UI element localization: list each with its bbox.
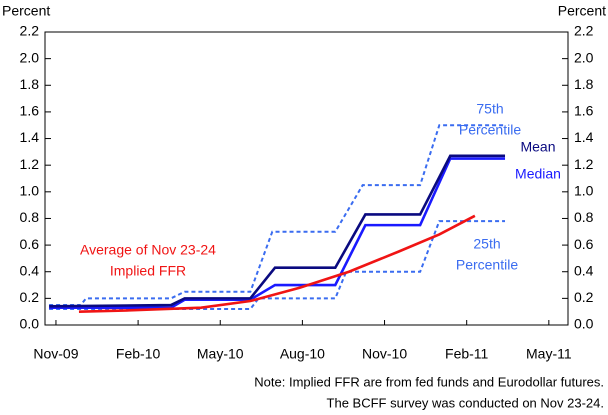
- x-tick-label: May-11: [526, 346, 572, 362]
- y-tick-label: 0.4: [574, 262, 594, 278]
- series-line: [78, 214, 476, 313]
- y-tick-label: 0.2: [574, 289, 594, 305]
- y-tick-label: 0.2: [20, 289, 40, 305]
- y-tick-label: 1.6: [574, 103, 594, 119]
- y-tick-label: 0.0: [574, 316, 594, 332]
- y-tick-label: 0.6: [20, 236, 40, 252]
- y-tick-label: 1.0: [20, 183, 40, 199]
- y-tick-label: 1.2: [20, 156, 40, 172]
- series-label: Percentile: [456, 257, 518, 273]
- y-tick-label: 1.6: [20, 103, 40, 119]
- series-label: Implied FFR: [110, 263, 186, 279]
- y-tick-label: 2.0: [574, 49, 594, 65]
- y-tick-label: 1.0: [574, 183, 594, 199]
- y-tick-label: 1.4: [574, 129, 594, 145]
- y-tick-label: 0.6: [574, 236, 594, 252]
- y-tick-label: 1.4: [20, 129, 40, 145]
- y-tick-label: 2.2: [20, 23, 40, 39]
- series-line: [49, 154, 506, 308]
- y-tick-label: 1.8: [574, 76, 594, 92]
- series-label: Average of Nov 23-24: [80, 242, 216, 258]
- x-tick-label: Nov-10: [362, 346, 407, 362]
- series-label: Mean: [520, 139, 555, 155]
- series-label: 75th: [476, 101, 503, 117]
- y-axis-label-left: Percent: [2, 3, 50, 19]
- x-tick-label: Feb-10: [116, 346, 161, 362]
- y-axis-label-right: Percent: [558, 3, 606, 19]
- y-tick-label: 0.0: [20, 316, 40, 332]
- series-label: 25th: [473, 236, 500, 252]
- y-tick-label: 0.8: [20, 209, 40, 225]
- y-tick-label: 0.8: [574, 209, 594, 225]
- note: The BCFF survey was conducted on Nov 23-…: [327, 395, 604, 410]
- series-label: Percentile: [459, 122, 521, 138]
- y-tick-label: 1.8: [20, 76, 40, 92]
- x-tick-label: Nov-09: [33, 346, 78, 362]
- y-tick-label: 1.2: [574, 156, 594, 172]
- plot-frame: [44, 31, 569, 326]
- y-tick-label: 2.0: [20, 49, 40, 65]
- x-tick-label: Aug-10: [280, 346, 325, 362]
- x-tick-label: Feb-11: [445, 346, 489, 362]
- x-tick-label: May-10: [197, 346, 244, 362]
- y-tick-label: 2.2: [574, 23, 594, 39]
- note: Note: Implied FFR are from fed funds and…: [254, 374, 604, 389]
- y-tick-label: 0.4: [20, 262, 40, 278]
- series-line: [49, 220, 506, 311]
- series-line: [49, 124, 506, 307]
- series-label: Median: [515, 166, 561, 182]
